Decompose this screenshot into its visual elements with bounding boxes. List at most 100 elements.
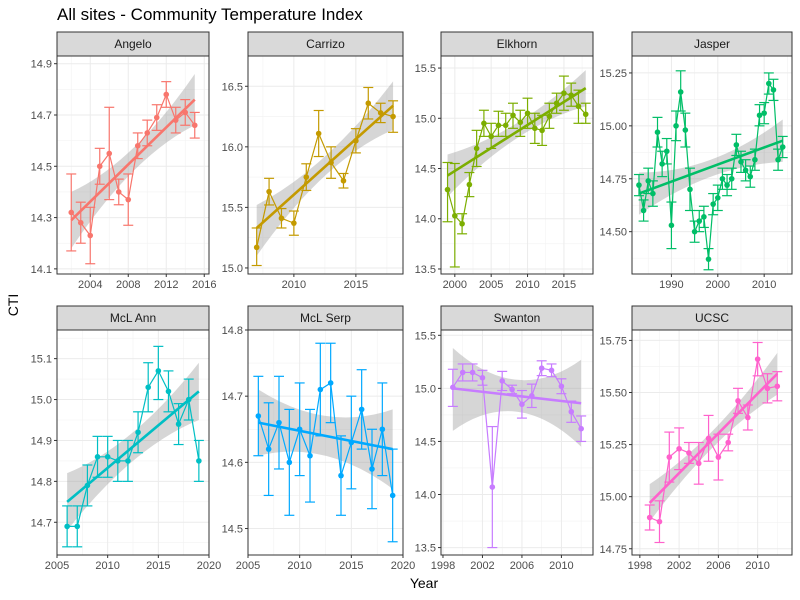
data-point <box>459 220 465 227</box>
y-tick-label: 14.75 <box>599 544 627 556</box>
series-line <box>257 381 394 496</box>
data-point <box>705 435 712 442</box>
data-point <box>87 232 94 239</box>
data-point <box>303 174 310 180</box>
y-tick-label: 16.5 <box>222 81 243 93</box>
y-tick-label: 15.75 <box>599 335 627 347</box>
x-tick-label: 2015 <box>146 560 170 572</box>
panel-content <box>66 73 200 265</box>
data-point <box>673 123 679 129</box>
data-point <box>327 380 334 386</box>
x-tick-label: 2010 <box>282 279 306 291</box>
data-point <box>338 472 344 479</box>
data-point <box>568 408 575 415</box>
y-tick-label: 14.0 <box>415 214 436 226</box>
data-point <box>175 421 182 427</box>
y-tick-label: 14.5 <box>415 436 436 448</box>
data-point <box>163 91 170 98</box>
panel-border <box>440 329 594 556</box>
data-point <box>510 112 516 119</box>
panel-border <box>631 55 793 275</box>
data-point <box>666 454 673 460</box>
data-point <box>517 119 524 126</box>
data-point <box>96 163 103 170</box>
trend-line <box>452 387 582 405</box>
y-tick-label: 14.7 <box>31 517 52 529</box>
data-point <box>766 80 772 87</box>
data-point <box>538 365 545 372</box>
facet-strip-label: McL Ann <box>110 311 156 325</box>
facet-strip-label: McL Serp <box>300 311 351 325</box>
panel-background <box>57 56 209 274</box>
panel-background <box>632 56 792 274</box>
panel-jasper: Jasper 1990 2000 2010 14.50 14.75 15.00 15.25 <box>599 31 793 291</box>
data-point <box>469 369 476 376</box>
data-point <box>64 523 70 530</box>
y-tick-label: 14.0 <box>415 490 436 502</box>
panel-background <box>441 330 593 555</box>
y-tick-label: 14.1 <box>31 264 52 276</box>
data-point <box>502 122 509 129</box>
panel-content <box>253 342 398 543</box>
trend-line <box>258 421 393 451</box>
y-tick-label: 15.0 <box>415 383 436 395</box>
data-point <box>519 401 525 408</box>
x-tick-label: 2020 <box>391 560 415 572</box>
y-tick-label: 15.0 <box>31 395 52 407</box>
x-tick-label: 2010 <box>745 560 769 572</box>
panel-content <box>447 348 587 549</box>
y-tick-label: 15.00 <box>599 121 627 133</box>
y-axis-title: CTI <box>5 294 21 317</box>
data-point <box>582 111 589 118</box>
data-point <box>654 129 661 135</box>
data-point <box>561 90 567 96</box>
data-point <box>278 215 285 222</box>
y-tick-label: 14.3 <box>31 213 52 225</box>
data-point <box>677 89 684 95</box>
data-point <box>134 142 141 149</box>
data-point <box>710 201 716 207</box>
data-point <box>546 113 553 120</box>
panel-border <box>440 55 594 275</box>
data-point <box>761 110 767 116</box>
facet-strip-label: Angelo <box>114 37 152 51</box>
x-tick-label: 2010 <box>515 279 539 291</box>
data-point <box>640 207 647 214</box>
y-tick-label: 14.9 <box>31 59 52 71</box>
data-point <box>714 195 721 201</box>
data-point <box>444 186 451 193</box>
data-point <box>659 161 665 167</box>
data-point <box>358 406 365 413</box>
facet-strip <box>440 31 594 57</box>
panel-border <box>56 55 210 275</box>
data-point <box>452 212 458 219</box>
data-point <box>74 523 81 530</box>
facet-strip <box>631 305 793 331</box>
y-tick-label: 13.5 <box>415 543 436 555</box>
data-point <box>646 514 653 521</box>
data-point <box>265 446 272 452</box>
confidence-band <box>258 389 393 489</box>
data-point <box>255 413 262 419</box>
trend-line <box>66 390 200 503</box>
panel-border <box>247 55 404 275</box>
data-point <box>656 518 663 525</box>
y-tick-label: 15.1 <box>31 354 52 366</box>
data-point <box>307 452 313 459</box>
x-tick-label: 2008 <box>116 279 140 291</box>
panel-background <box>632 330 792 555</box>
panel-border <box>247 329 404 556</box>
data-point <box>286 459 293 466</box>
x-tick-label: 2002 <box>470 560 494 572</box>
x-tick-label: 2012 <box>154 279 178 291</box>
data-point <box>724 182 730 188</box>
panel-content <box>251 81 399 267</box>
confidence-band <box>256 81 394 256</box>
data-point <box>558 383 565 390</box>
facet-strip-label: Jasper <box>694 37 730 51</box>
facet-strip <box>631 31 793 57</box>
data-point <box>155 368 162 374</box>
y-tick-label: 15.00 <box>599 492 627 504</box>
data-point <box>738 159 744 165</box>
data-point <box>196 458 202 464</box>
